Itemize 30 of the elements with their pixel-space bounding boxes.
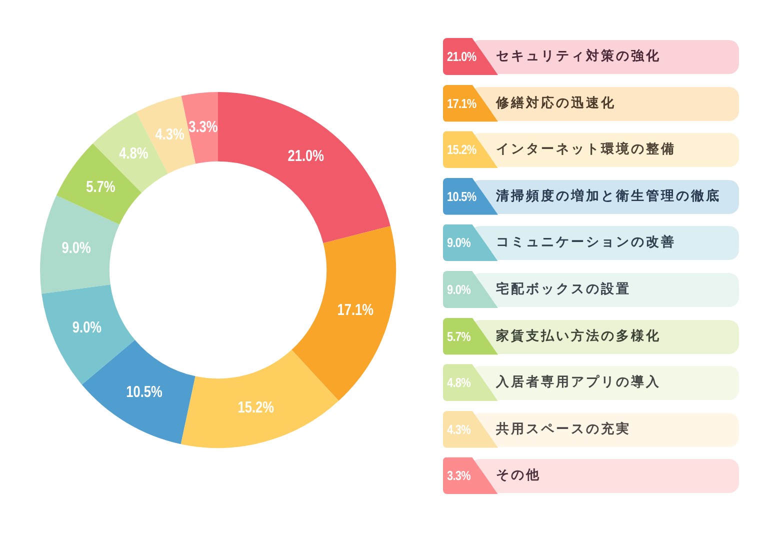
legend-label: その他 — [496, 467, 541, 486]
legend-label: 宅配ボックスの設置 — [496, 280, 631, 299]
data-label: 15.2% — [238, 399, 274, 418]
text: 4.8% — [447, 375, 471, 390]
data-label: 17.1% — [337, 302, 374, 320]
data-label: 4.8% — [119, 145, 148, 163]
legend-label: 家賃支払い方法の多様化 — [496, 328, 661, 346]
legend-label: セキュリティ対策の強化 — [496, 48, 661, 66]
text: 17.1% — [447, 96, 476, 111]
legend-label: 修繕対応の迅速化 — [496, 94, 616, 113]
data-label: 4.3% — [155, 126, 185, 144]
data-label: 5.7% — [86, 178, 116, 197]
text: 5.7% — [447, 328, 471, 344]
text: 21.0% — [447, 49, 476, 64]
data-label: 9.0% — [72, 319, 102, 337]
text: 15.2% — [447, 142, 476, 158]
legend-label: 入居者専用アプリの導入 — [496, 374, 661, 392]
data-label: 9.0% — [62, 240, 91, 258]
legend-label: 共用スペースの充実 — [496, 420, 631, 439]
text: 4.3% — [447, 422, 471, 437]
text: 9.0% — [447, 235, 471, 250]
text: 9.0% — [447, 282, 471, 297]
text: 3.3% — [447, 468, 471, 484]
data-label: 10.5% — [126, 384, 162, 402]
data-label: 3.3% — [188, 118, 218, 136]
data-label: 21.0% — [288, 148, 324, 166]
legend-label: コミュニケーションの改善 — [496, 234, 676, 252]
text: 10.5% — [447, 188, 476, 204]
legend-label: 清掃頻度の増加と衛生管理の徹底 — [496, 188, 721, 206]
legend-label: インターネット環境の整備 — [496, 140, 676, 160]
